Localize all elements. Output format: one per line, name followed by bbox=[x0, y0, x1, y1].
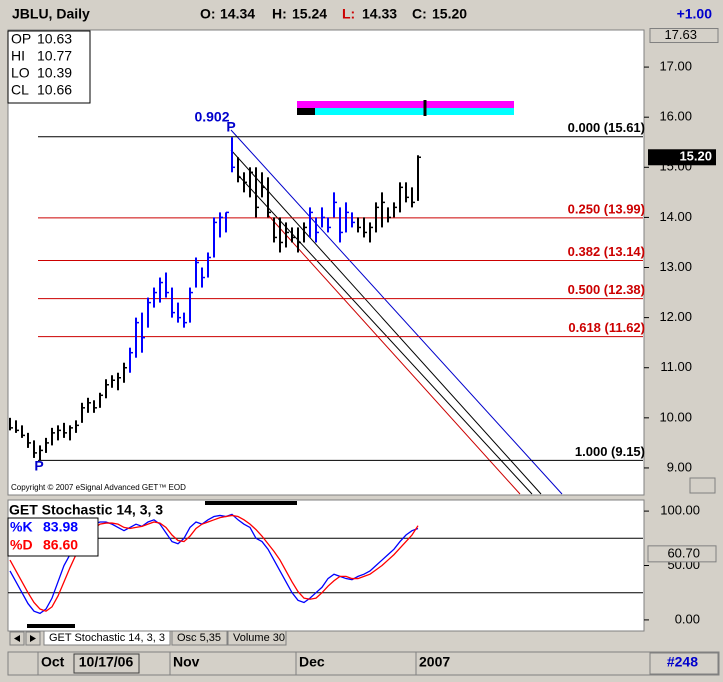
quote-value: 15.24 bbox=[292, 6, 327, 22]
y-tick-label: 14.00 bbox=[659, 209, 692, 224]
bar-count-box bbox=[649, 652, 719, 675]
cursor-value: 10.39 bbox=[37, 65, 72, 81]
legend-value: 86.60 bbox=[43, 537, 78, 553]
stoch-tick-label: 100.00 bbox=[660, 503, 700, 518]
tab-label[interactable]: Volume 30 bbox=[233, 632, 285, 644]
tab[interactable] bbox=[171, 630, 228, 646]
quote-value: 14.33 bbox=[362, 6, 397, 22]
cursor-value: 10.63 bbox=[37, 31, 72, 47]
top-label: 17.63 bbox=[664, 27, 697, 42]
y-tick-label: 12.00 bbox=[659, 309, 692, 324]
quote-label: O: bbox=[200, 6, 216, 22]
x-tick-label: Nov bbox=[173, 654, 200, 670]
y-tick-label: 11.00 bbox=[660, 359, 692, 374]
fib-label: 0.500 (12.38) bbox=[568, 282, 645, 297]
time-bar-cyan bbox=[315, 108, 514, 115]
stoch-cursor: 60.70 bbox=[667, 545, 700, 560]
tab-label[interactable]: Osc 5,35 bbox=[177, 632, 221, 644]
cursor-label: HI bbox=[11, 48, 25, 64]
quote-value: 14.34 bbox=[220, 6, 255, 22]
stoch-legend-box bbox=[7, 517, 99, 557]
y-tick-label: 10.00 bbox=[659, 409, 692, 424]
quote-value: 15.20 bbox=[432, 6, 467, 22]
stoch-title: GET Stochastic 14, 3, 3 bbox=[9, 502, 163, 518]
x-tick-label: 2007 bbox=[419, 654, 450, 670]
quote-label: C: bbox=[412, 6, 427, 22]
cursor-date-box bbox=[73, 653, 140, 674]
quote-label: H: bbox=[272, 6, 287, 22]
marker-bar bbox=[205, 501, 297, 505]
cursor-date: 10/17/06 bbox=[79, 654, 134, 670]
cursor-value: 10.77 bbox=[37, 48, 72, 64]
cursor-value: 10.66 bbox=[37, 82, 72, 98]
annotation: P bbox=[34, 458, 43, 474]
legend-value: 83.98 bbox=[43, 519, 78, 535]
date-bar bbox=[7, 651, 720, 676]
quote-label: L: bbox=[342, 6, 355, 22]
fib-label: 1.000 (9.15) bbox=[575, 444, 645, 459]
copyright: Copyright © 2007 eSignal Advanced GET™ E… bbox=[11, 483, 186, 492]
top-label-box bbox=[649, 28, 719, 44]
x-tick-label: Dec bbox=[299, 654, 325, 670]
cursor-label: OP bbox=[11, 31, 31, 47]
y-tick-label: 16.00 bbox=[659, 109, 692, 124]
fib-label: 0.000 (15.61) bbox=[568, 120, 645, 135]
time-bar-black bbox=[297, 108, 315, 115]
last-price-box bbox=[648, 149, 716, 166]
marker-bar bbox=[27, 624, 75, 628]
bar-count: #248 bbox=[667, 654, 698, 670]
time-bar-magenta bbox=[297, 101, 514, 108]
stoch-cursor-box bbox=[647, 545, 717, 563]
channel-line bbox=[230, 129, 563, 495]
legend-name: %D bbox=[10, 537, 33, 553]
y-tick-label: 13.00 bbox=[659, 259, 692, 274]
channel-line bbox=[230, 149, 542, 495]
y-tick-label: 9.00 bbox=[667, 459, 692, 474]
cursor-label: LO bbox=[11, 65, 30, 81]
stoch-panel bbox=[7, 499, 645, 632]
tab[interactable] bbox=[43, 630, 171, 646]
annotation: P bbox=[226, 119, 235, 135]
toolbar-icon[interactable] bbox=[689, 477, 716, 494]
scroll-arrows bbox=[14, 635, 36, 642]
price-panel bbox=[7, 29, 645, 496]
fib-label: 0.250 (13.99) bbox=[568, 201, 645, 216]
stoch-tick-label: 0.00 bbox=[675, 611, 700, 626]
channel-line bbox=[267, 214, 521, 495]
tab[interactable] bbox=[227, 630, 287, 646]
change: +1.00 bbox=[677, 6, 713, 22]
fib-label: 0.382 (13.14) bbox=[568, 244, 645, 259]
cursor-box bbox=[7, 30, 91, 104]
y-tick-label: 17.00 bbox=[659, 59, 692, 74]
fib-label: 0.618 (11.62) bbox=[568, 320, 645, 335]
cursor-label: CL bbox=[11, 82, 29, 98]
tab-label[interactable]: GET Stochastic 14, 3, 3 bbox=[49, 632, 165, 644]
symbol: JBLU, Daily bbox=[12, 6, 90, 22]
annotation: 0.902 bbox=[194, 109, 229, 125]
x-tick-label: Oct bbox=[41, 654, 65, 670]
legend-name: %K bbox=[10, 519, 33, 535]
last-price: 15.20 bbox=[679, 149, 712, 164]
